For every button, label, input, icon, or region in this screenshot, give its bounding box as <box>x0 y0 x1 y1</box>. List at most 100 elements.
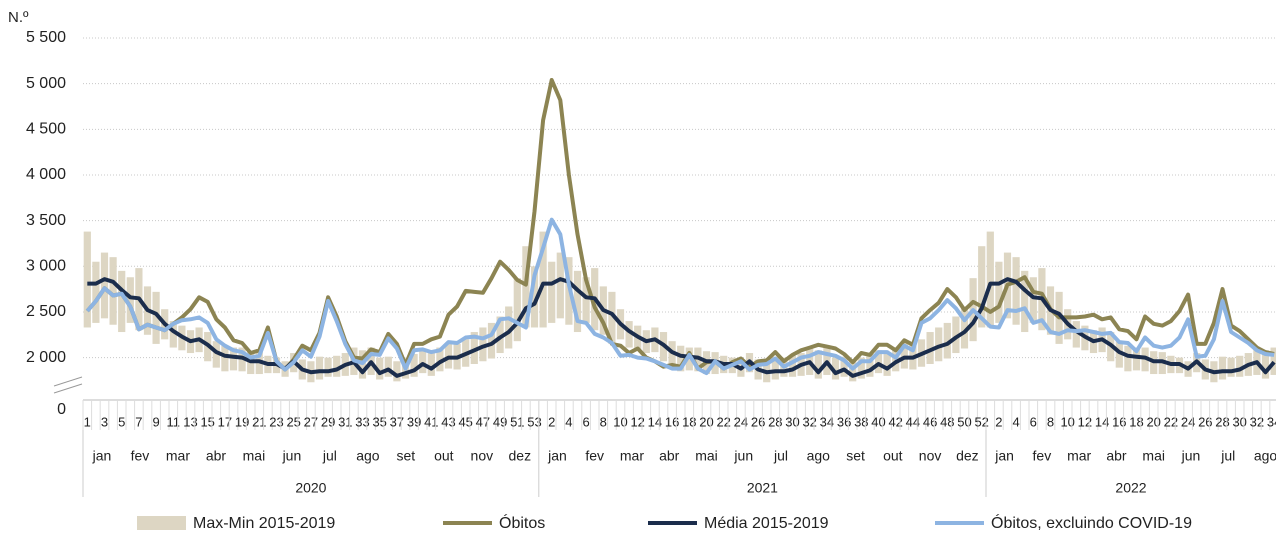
range-bar <box>1132 347 1141 371</box>
month-label: out <box>434 448 454 464</box>
x-tick-label: 11 <box>167 414 181 429</box>
range-bar <box>857 357 865 379</box>
x-tick-label: 24 <box>1181 414 1195 429</box>
x-tick-label: 26 <box>751 414 765 429</box>
x-tick-label: 2 <box>995 414 1002 429</box>
month-label: mar <box>1067 448 1091 464</box>
x-tick-label: 34 <box>1267 414 1276 429</box>
year-label: 2021 <box>747 480 778 496</box>
range-bar <box>771 356 779 380</box>
x-tick-label: 2 <box>548 414 555 429</box>
x-tick-label: 40 <box>871 414 885 429</box>
range-bar <box>384 356 392 377</box>
range-bar <box>874 350 883 374</box>
y-tick-label: 4 500 <box>26 121 66 138</box>
range-bar <box>582 277 590 323</box>
month-label: dez <box>509 448 532 464</box>
legend-label: Óbitos <box>499 513 545 532</box>
range-bar <box>814 350 822 379</box>
range-bar <box>943 322 951 359</box>
range-bar <box>324 357 332 377</box>
range-bar <box>1029 277 1037 323</box>
x-tick-label: 16 <box>1112 414 1126 429</box>
range-bar <box>831 357 840 380</box>
x-tick-label: 18 <box>1129 414 1143 429</box>
x-tick-label: 51 <box>510 414 524 429</box>
month-label: jul <box>773 448 788 464</box>
y-tick-label: 2 500 <box>26 303 66 320</box>
x-tick-label: 28 <box>768 414 782 429</box>
range-bar <box>677 345 685 372</box>
x-tick-label: 27 <box>304 414 318 429</box>
month-label: mai <box>1142 448 1165 464</box>
x-tick-label: 33 <box>355 414 369 429</box>
x-tick-label: 12 <box>630 414 644 429</box>
month-label: ago <box>356 448 380 464</box>
range-bar <box>393 361 401 382</box>
x-tick-label: 13 <box>183 414 197 429</box>
month-label: jun <box>282 448 302 464</box>
range-bar <box>126 277 134 323</box>
month-label: fev <box>1033 448 1052 464</box>
range-bar <box>960 306 969 349</box>
month-label: jul <box>322 448 337 464</box>
range-bar <box>315 356 324 380</box>
range-bar <box>926 332 934 364</box>
month-label: dez <box>956 448 979 464</box>
x-tick-label: 25 <box>286 414 300 429</box>
range-bar <box>470 332 478 364</box>
x-tick-label: 30 <box>785 414 799 429</box>
range-bar <box>866 353 874 377</box>
range-bar <box>522 246 530 328</box>
range-bar <box>1227 357 1235 377</box>
range-bar <box>427 353 435 376</box>
legend-label: Média 2015-2019 <box>704 515 829 532</box>
range-bar <box>487 322 496 359</box>
month-label: mar <box>620 448 644 464</box>
month-label: fev <box>131 448 150 464</box>
range-bar <box>625 321 633 348</box>
month-label: jun <box>733 448 753 464</box>
range-bar <box>685 347 693 371</box>
range-bar <box>419 350 427 374</box>
range-bar <box>152 291 160 344</box>
x-tick-label: 43 <box>441 414 455 429</box>
x-tick-label: 17 <box>218 414 232 429</box>
range-bar <box>668 341 676 368</box>
x-tick-label: 50 <box>957 414 971 429</box>
month-label: jan <box>994 448 1014 464</box>
x-tick-label: 42 <box>888 414 902 429</box>
month-label: ago <box>807 448 831 464</box>
range-bar <box>221 345 229 372</box>
x-tick-label: 18 <box>682 414 696 429</box>
y-tick-label: 4 000 <box>26 166 66 183</box>
range-bar <box>883 353 891 376</box>
range-bar <box>1115 341 1123 368</box>
range-bar <box>608 291 616 344</box>
range-bar <box>788 355 797 377</box>
x-tick-label: 38 <box>854 414 868 429</box>
range-bar <box>376 357 384 380</box>
range-bar <box>118 270 126 333</box>
month-label: mai <box>695 448 718 464</box>
range-bar <box>849 361 857 382</box>
range-bar <box>1021 270 1029 333</box>
x-tick-label: 4 <box>1012 414 1019 429</box>
month-label: abr <box>659 448 680 464</box>
range-bar <box>92 261 100 323</box>
axis-break <box>53 383 83 394</box>
x-tick-label: 30 <box>1232 414 1246 429</box>
month-label: out <box>883 448 903 464</box>
x-tick-label: 10 <box>613 414 627 429</box>
x-tick-label: 24 <box>734 414 748 429</box>
range-bar <box>410 353 418 377</box>
range-bar <box>548 261 556 323</box>
legend-label: Max-Min 2015-2019 <box>193 515 335 532</box>
x-tick-label: 14 <box>1095 414 1109 429</box>
y-tick-label: 5 500 <box>26 29 66 46</box>
x-tick-label: 41 <box>424 414 438 429</box>
x-tick-label: 32 <box>802 414 816 429</box>
x-tick-label: 20 <box>1146 414 1160 429</box>
x-tick-label: 10 <box>1060 414 1074 429</box>
axis-break <box>53 376 83 387</box>
